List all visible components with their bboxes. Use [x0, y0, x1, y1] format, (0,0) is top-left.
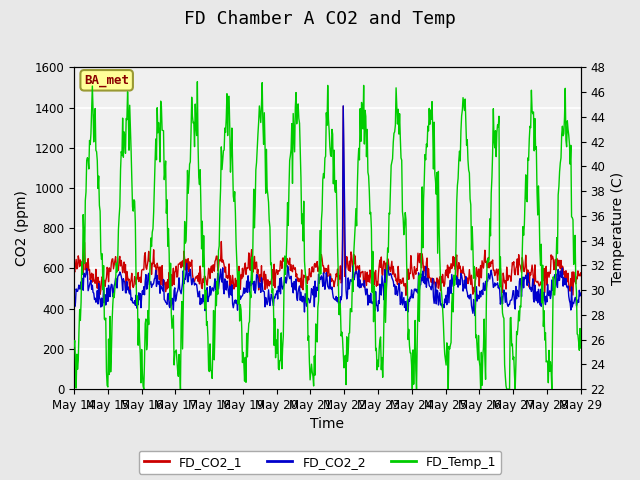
X-axis label: Time: Time [310, 418, 344, 432]
Text: BA_met: BA_met [84, 74, 129, 87]
Y-axis label: Temperature (C): Temperature (C) [611, 172, 625, 285]
Text: FD Chamber A CO2 and Temp: FD Chamber A CO2 and Temp [184, 10, 456, 28]
Legend: FD_CO2_1, FD_CO2_2, FD_Temp_1: FD_CO2_1, FD_CO2_2, FD_Temp_1 [139, 451, 501, 474]
Y-axis label: CO2 (ppm): CO2 (ppm) [15, 191, 29, 266]
